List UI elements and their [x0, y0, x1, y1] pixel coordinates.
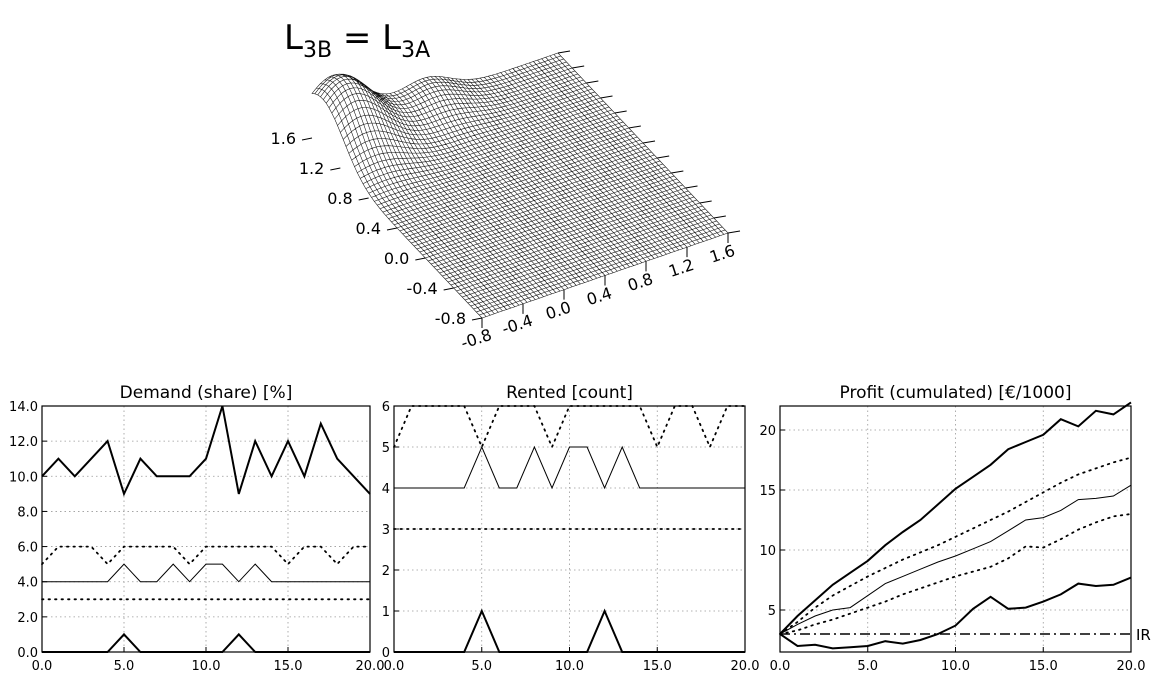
chart-title: Profit (cumulated) [€/1000]: [840, 383, 1072, 403]
front-axis-tick-label: 0.4: [584, 283, 614, 309]
y-tick-label: 4.0: [17, 576, 38, 591]
front-axis-tick-label: 1.2: [666, 255, 696, 281]
right-axis-tick: [614, 110, 627, 114]
series-line: [42, 563, 370, 583]
left-axis-tick-label: -0.8: [435, 309, 466, 328]
y-tick-label: 6.0: [17, 541, 38, 556]
y-tick-label: 0.0: [17, 646, 38, 661]
y-tick-label: 8.0: [17, 505, 38, 520]
y-tick-label: 2: [382, 564, 390, 579]
front-axis-tick-label: 0.8: [625, 269, 655, 295]
left-axis-tick: [358, 197, 369, 201]
right-axis-tick: [572, 65, 585, 69]
x-tick-label: 5.0: [114, 659, 135, 674]
left-axis-tick-label: 1.6: [271, 129, 296, 148]
rented-chart: Rented [count] 0.0 5.0 10.0 15.0 20.0 0 1 2 3 4 5 6: [382, 383, 760, 674]
x-tick-label: 10.0: [555, 659, 584, 674]
y-tick-label: 4: [382, 482, 390, 497]
x-tick-label: 5.0: [857, 659, 878, 674]
y-tick-label: 10: [760, 544, 776, 559]
y-tick-label: 5: [768, 604, 776, 619]
left-axis-tick-label: -0.4: [406, 279, 437, 298]
x-tick-label: 0.0: [384, 659, 405, 674]
left-axis-tick-label: 0.0: [384, 249, 409, 268]
y-tick-label: 1: [382, 605, 390, 620]
left-axis-tick: [471, 317, 483, 321]
front-axis-tick-label: -0.8: [459, 325, 495, 353]
right-axis-tick: [600, 95, 613, 99]
left-axis-tick: [330, 167, 341, 171]
y-tick-label: 0: [382, 646, 390, 661]
demand-chart: Demand (share) [%] 0.0 5.0 10.0 15.0 20.0 0.0 2…: [9, 383, 385, 674]
front-axis-tick-label: 1.6: [707, 241, 737, 267]
ir-annotation: IR: [1136, 626, 1151, 644]
chart-title: Demand (share) [%]: [120, 383, 293, 403]
y-tick-label: 2.0: [17, 611, 38, 626]
x-tick-label: 0.0: [32, 659, 53, 674]
series-line: [41, 405, 371, 497]
x-tick-label: 15.0: [1029, 659, 1058, 674]
series-line: [779, 484, 1132, 635]
y-tick-label: 14.0: [9, 400, 38, 415]
right-axis-tick: [657, 155, 670, 159]
right-axis-tick: [642, 140, 656, 144]
x-tick-label: 0.0: [770, 659, 791, 674]
x-tick-label: 5.0: [471, 659, 492, 674]
series-line: [779, 456, 1132, 635]
front-axis-tick-label: 0.0: [543, 297, 573, 323]
right-axis-tick: [671, 170, 684, 174]
series-line: [394, 445, 745, 490]
right-axis-tick: [685, 185, 698, 189]
x-tick-label: 20.0: [356, 659, 385, 674]
y-tick-label: 20: [760, 424, 776, 439]
surface-plot: 1.61.20.80.40.0-0.4-0.8-0.8-0.40.00.40.8…: [271, 50, 741, 353]
series-line: [779, 401, 1132, 635]
y-tick-label: 6: [382, 400, 390, 415]
series-line: [779, 576, 1132, 650]
y-tick-label: 15: [760, 484, 776, 499]
y-tick-label: 3: [382, 523, 390, 538]
surface-title: L3B = L3A: [284, 18, 431, 63]
x-tick-label: 20.0: [731, 659, 760, 674]
right-axis-tick: [628, 125, 641, 129]
x-tick-label: 10.0: [192, 659, 221, 674]
left-axis-tick: [301, 137, 313, 141]
right-axis-tick: [713, 215, 726, 219]
left-axis-tick: [415, 257, 426, 261]
x-tick-label: 20.0: [1117, 659, 1146, 674]
y-tick-label: 10.0: [9, 470, 38, 485]
series-line: [41, 545, 371, 566]
surface-mesh: 1.61.20.80.40.0-0.4-0.8-0.8-0.40.00.40.8…: [271, 50, 741, 353]
right-axis-tick: [727, 230, 741, 234]
series-line: [779, 513, 1132, 635]
right-axis-tick: [586, 80, 599, 84]
profit-chart: Profit (cumulated) [€/1000] 0.0 5.0 10.0 15.…: [760, 383, 1151, 674]
left-axis-tick: [386, 227, 398, 231]
right-axis-tick: [557, 50, 571, 54]
series-line: [393, 405, 746, 450]
x-tick-label: 15.0: [643, 659, 672, 674]
left-axis-tick-label: 1.2: [299, 159, 324, 178]
x-tick-label: 15.0: [274, 659, 303, 674]
x-tick-label: 10.0: [941, 659, 970, 674]
left-axis-tick-label: 0.4: [356, 219, 381, 238]
y-tick-label: 5: [382, 441, 390, 456]
left-axis-tick-label: 0.8: [327, 189, 352, 208]
left-axis-tick: [443, 287, 454, 291]
chart-title: Rented [count]: [506, 383, 633, 403]
right-axis-tick: [699, 200, 712, 204]
y-tick-label: 12.0: [9, 435, 38, 450]
front-axis-tick-label: -0.4: [500, 311, 536, 339]
